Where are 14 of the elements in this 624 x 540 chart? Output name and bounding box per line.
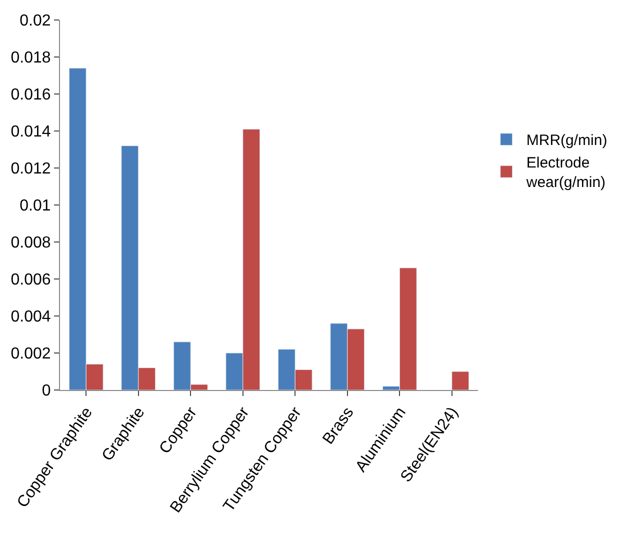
y-tick-label: 0.01 bbox=[20, 198, 51, 215]
y-tick-label: 0.002 bbox=[10, 346, 51, 363]
y-tick-label: 0.016 bbox=[10, 86, 51, 104]
y-tick-label: 0.004 bbox=[10, 308, 51, 326]
bar bbox=[452, 371, 470, 390]
legend-label: Electrode wear(g/min) bbox=[525, 154, 606, 192]
legend-label: MRR(g/min) bbox=[526, 132, 608, 150]
y-tick-label: 0.008 bbox=[10, 234, 51, 252]
y-tick-label: 0.02 bbox=[20, 12, 51, 30]
y-tick-label: 0.014 bbox=[10, 124, 51, 141]
y-tick-label: 0.018 bbox=[10, 50, 51, 67]
y-tick-label: 0.012 bbox=[10, 160, 51, 178]
y-tick-label: 0 bbox=[42, 382, 51, 400]
y-tick-label: 0.006 bbox=[10, 272, 51, 289]
